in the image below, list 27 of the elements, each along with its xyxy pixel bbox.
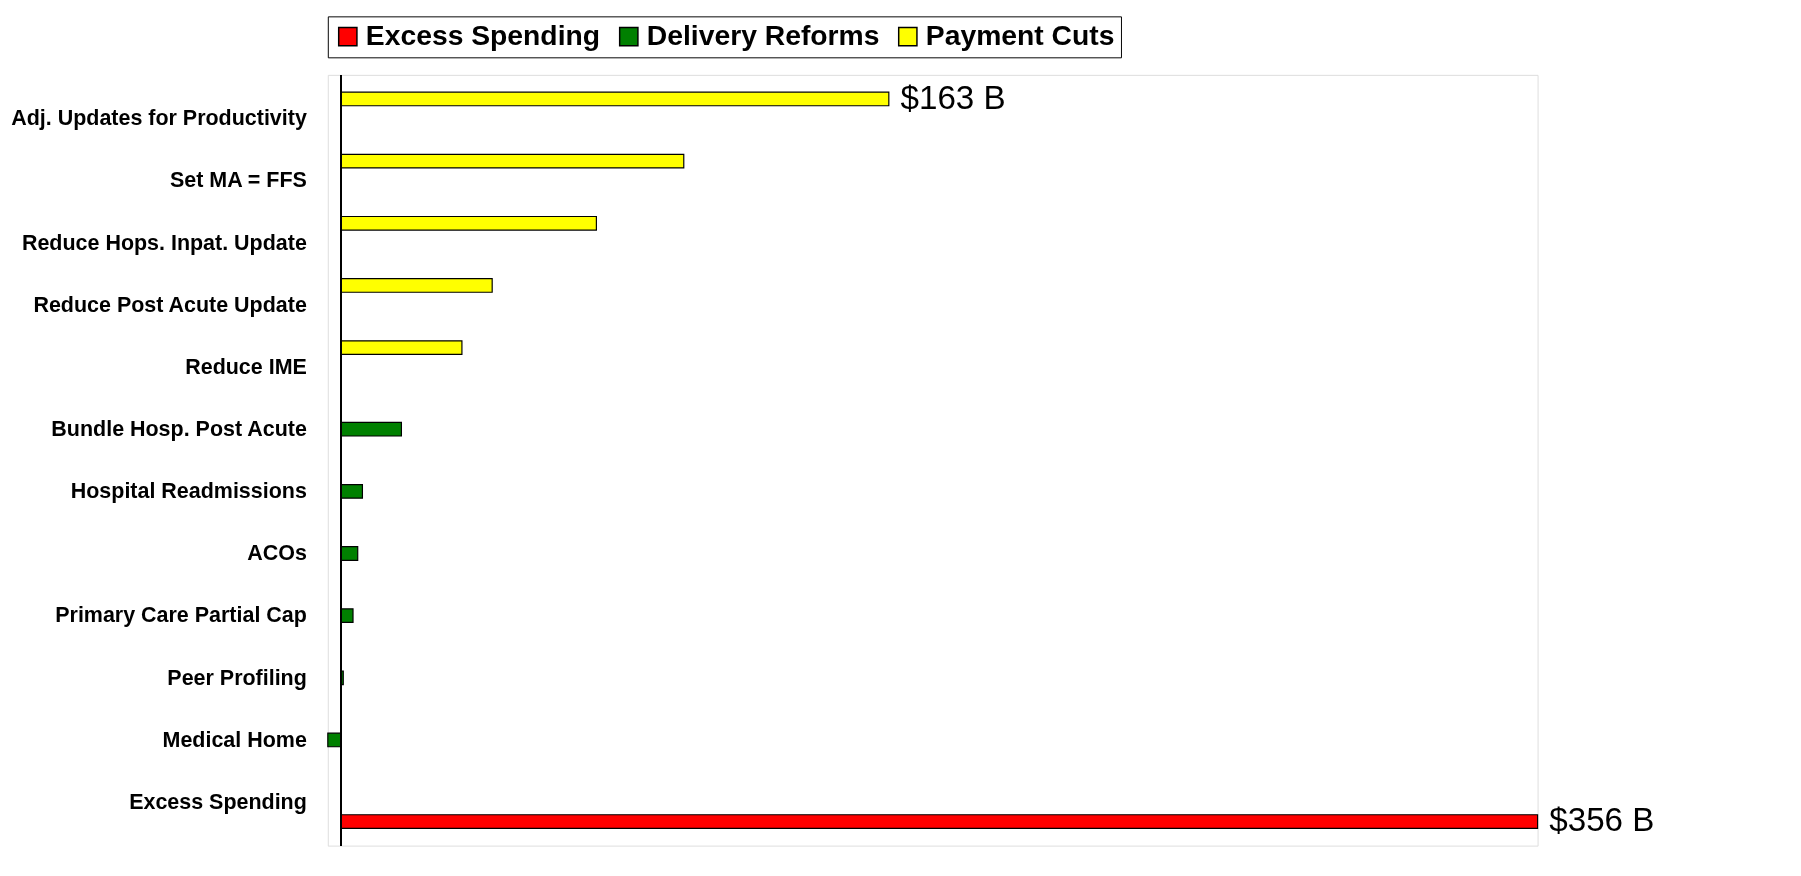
y-tick-label: Peer Profiling bbox=[167, 665, 307, 690]
y-tick-label: Set MA = FFS bbox=[169, 168, 307, 193]
bar bbox=[340, 278, 493, 293]
bar bbox=[340, 814, 1539, 829]
y-tick-label: Excess Spending bbox=[129, 789, 307, 814]
bar bbox=[340, 421, 403, 437]
y-tick-label: Reduce IME bbox=[185, 354, 307, 379]
data-label: $356 B bbox=[1549, 801, 1655, 839]
bar bbox=[340, 215, 597, 231]
y-tick-label: Reduce Hops. Inpat. Update bbox=[21, 230, 307, 255]
data-label: $163 B bbox=[900, 78, 1006, 116]
y-tick-label: Bundle Hosp. Post Acute bbox=[51, 417, 307, 442]
legend-label: Payment Cuts bbox=[925, 19, 1115, 52]
bar bbox=[340, 153, 685, 169]
bar bbox=[340, 91, 890, 107]
y-tick-label: Primary Care Partial Cap bbox=[55, 603, 307, 628]
legend-label: Delivery Reforms bbox=[646, 19, 880, 52]
bar bbox=[340, 483, 364, 499]
bar bbox=[340, 546, 359, 561]
y-tick-label: Medical Home bbox=[162, 727, 307, 752]
bar bbox=[340, 340, 463, 355]
y-tick-label: Reduce Post Acute Update bbox=[33, 292, 307, 317]
y-tick-label: Hospital Readmissions bbox=[70, 479, 307, 504]
legend-label: Excess Spending bbox=[365, 19, 601, 52]
y-tick-label: Adj. Updates for Productivity bbox=[11, 106, 307, 131]
bar bbox=[340, 608, 354, 624]
y-tick-label: ACOs bbox=[247, 541, 307, 566]
